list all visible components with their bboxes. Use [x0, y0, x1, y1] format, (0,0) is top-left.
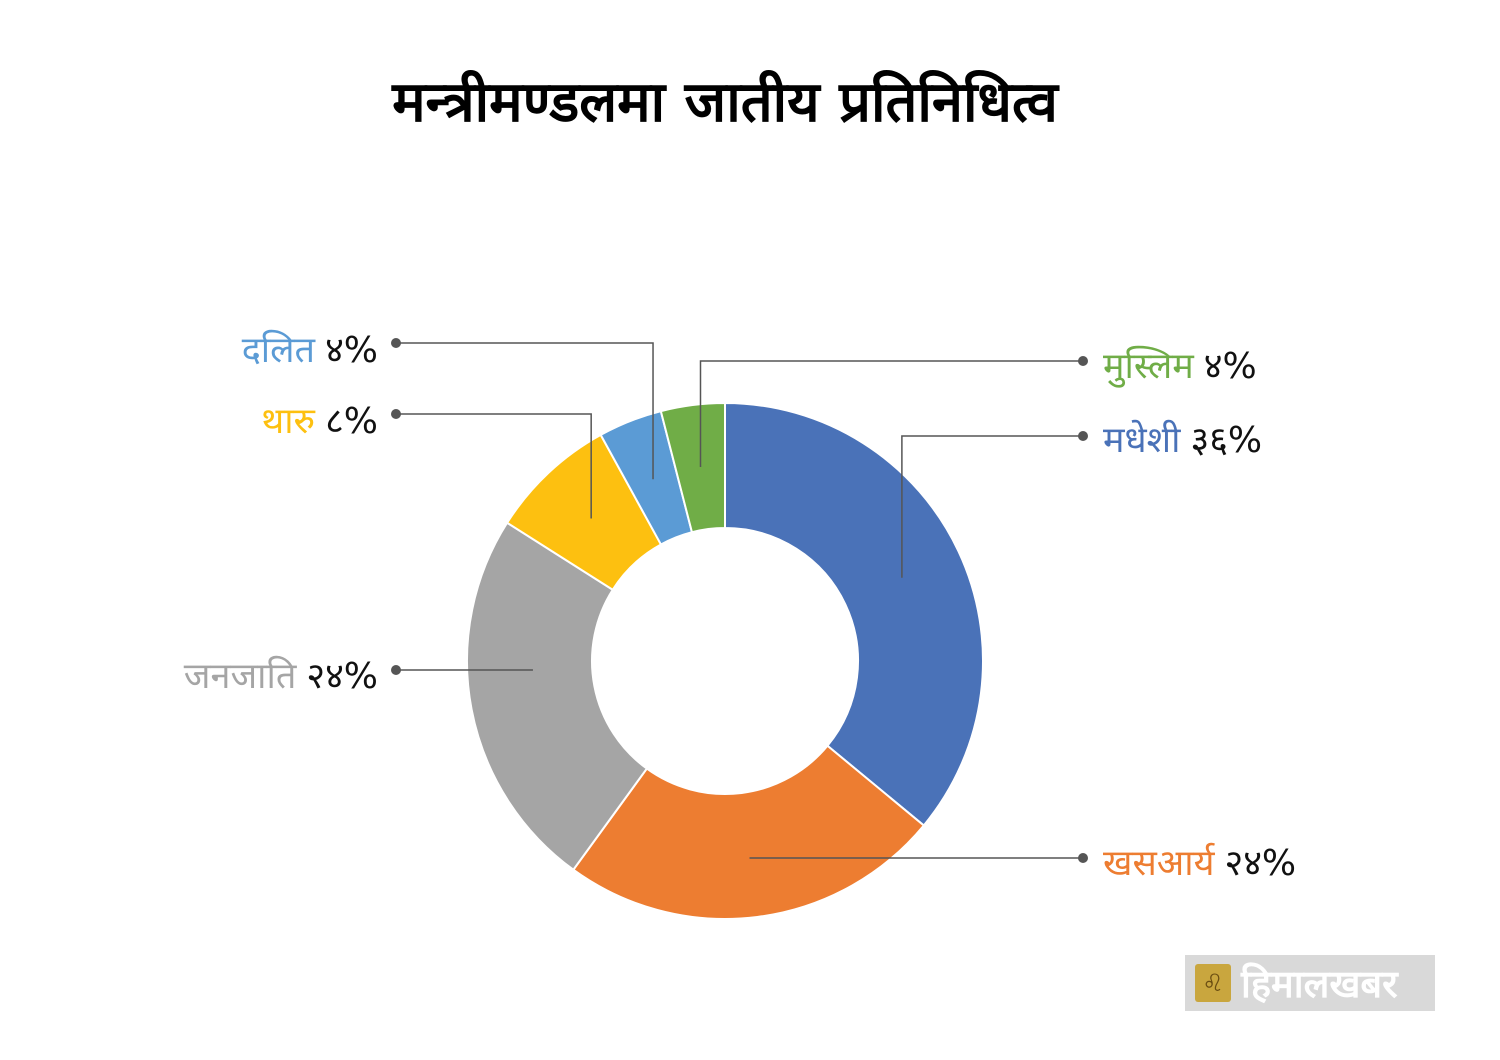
label-value: ८%: [325, 401, 378, 442]
donut-slice: [571, 744, 926, 920]
lion-emblem-icon: ♌: [1195, 964, 1231, 1002]
donut-slice: [466, 521, 649, 872]
label-value: ४%: [1203, 346, 1257, 387]
chart-title: मन्त्रीमण्डलमा जातीय प्रतिनिधित्व: [392, 70, 1058, 135]
leader-dot: [391, 665, 401, 675]
leader-dot: [1078, 431, 1088, 441]
leader-dot: [391, 338, 401, 348]
label-value: २४%: [1224, 843, 1297, 884]
label-dalit: दलित ४%: [242, 324, 378, 373]
label-value: २४%: [306, 656, 378, 697]
donut-slice: [659, 401, 726, 534]
leader-dot: [1078, 356, 1088, 366]
brand-name: हिमालखबर: [1241, 962, 1398, 1006]
label-name: जनजाति: [183, 656, 297, 697]
label-tharu: थारु ८%: [261, 395, 378, 444]
label-muslim: मुस्लिम ४%: [1103, 340, 1257, 389]
label-value: ३६%: [1190, 420, 1263, 461]
leader-dot: [1078, 853, 1088, 863]
leader-line: [699, 360, 1083, 468]
leader-line: [396, 342, 654, 480]
label-name: मुस्लिम: [1103, 346, 1194, 387]
leader-line: [396, 413, 592, 519]
label-name: मधेशी: [1103, 420, 1181, 461]
label-khasarya: खसआर्य २४%: [1103, 837, 1296, 886]
label-name: खसआर्य: [1103, 843, 1215, 884]
label-name: थारु: [261, 401, 316, 442]
donut-slice: [724, 401, 984, 827]
label-madheshi: मधेशी ३६%: [1103, 414, 1262, 463]
leader-dot: [391, 409, 401, 419]
brand-logo: ♌ हिमालखबर: [1185, 955, 1435, 1011]
label-name: दलित: [241, 330, 316, 371]
label-janajati: जनजाति २४%: [184, 650, 378, 699]
leader-line: [901, 435, 1083, 578]
label-value: ४%: [325, 330, 378, 371]
